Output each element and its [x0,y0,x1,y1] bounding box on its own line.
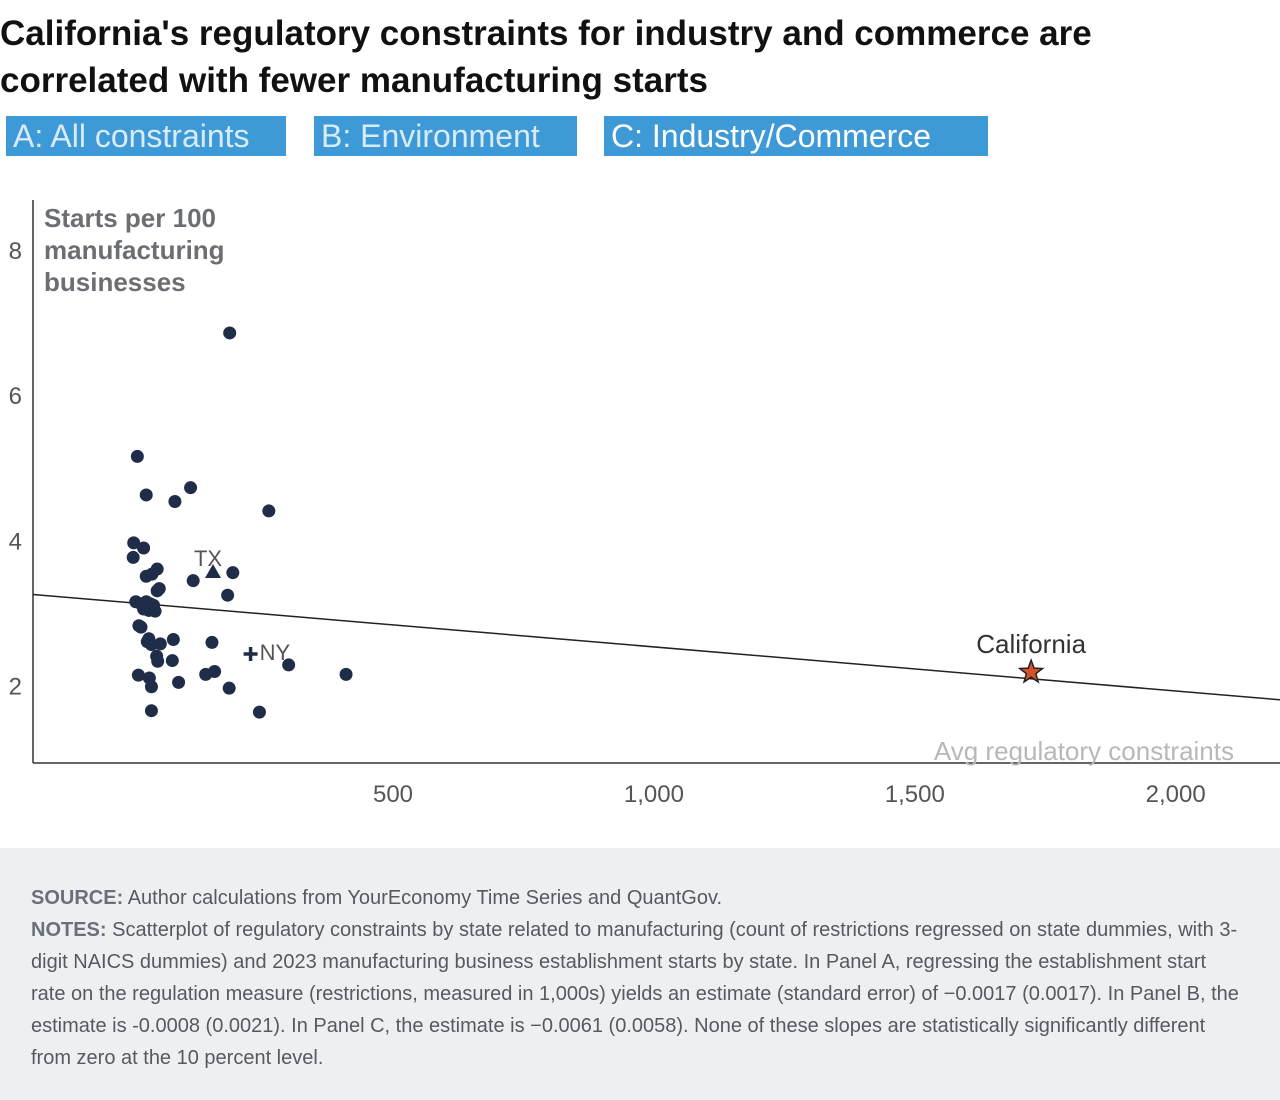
state-point [339,667,353,681]
y-axis-title: Starts per 100 manufacturing businesses [44,203,225,297]
footer: SOURCE: Author calculations from YourEco… [0,848,1280,1100]
y-tick-label: 6 [9,383,22,410]
state-point [144,704,158,718]
state-point [168,494,182,508]
source-line: SOURCE: Author calculations from YourEco… [31,882,1241,914]
x-tick-label: 1,000 [624,781,684,808]
state-point [165,654,179,668]
trendline [32,593,1280,701]
tab-industry-commerce[interactable]: C: Industry/Commerce [604,116,988,156]
chart-title: California's regulatory constraints for … [0,14,1092,100]
x-axis-title: Avg regulatory constraints [934,736,1234,766]
ny-label: NY [260,640,291,665]
state-point [223,326,237,340]
tx-marker [205,563,222,578]
state-point [148,604,162,618]
tx-label: TX [194,546,222,571]
state-point [131,668,145,682]
source-label: SOURCE: [31,887,124,909]
x-tick-label: 1,500 [885,781,945,808]
tab-all-constraints[interactable]: A: All constraints [6,116,286,156]
state-point [130,449,144,463]
state-point [184,481,198,495]
x-tick-label: 500 [373,781,413,808]
state-point [139,488,153,502]
ny-marker [243,647,258,662]
state-point [151,654,165,668]
state-point [226,566,240,580]
state-point [172,675,186,689]
state-point [139,569,153,583]
source-text: Author calculations from YourEconomy Tim… [127,887,723,909]
notes-text: Scatterplot of regulatory constraints by… [31,919,1239,1069]
california-label: California [976,629,1086,659]
state-point [166,633,180,647]
tab-environment[interactable]: B: Environment [314,116,577,156]
state-point [144,680,158,694]
x-tick-label: 2,000 [1146,781,1206,808]
state-point [199,667,213,681]
state-point [222,681,236,695]
notes-paragraph: NOTES: Scatterplot of regulatory constra… [31,914,1241,1074]
state-point [262,504,276,518]
y-tick-label: 4 [9,528,22,555]
state-point [150,584,164,598]
state-point [221,588,235,602]
state-point [205,635,219,649]
state-point [126,550,140,564]
state-point [134,620,148,634]
y-tick-label: 2 [9,674,22,701]
state-point [186,574,200,588]
state-point [153,637,167,651]
state-point [282,658,296,672]
notes-label: NOTES: [31,919,107,941]
california-star-marker [1017,658,1045,684]
y-tick-label: 8 [9,238,22,265]
state-point [137,541,151,555]
state-point [252,705,266,719]
scatter-chart: 2 4 6 8 500 1,000 1,500 2,000 Starts per 100 manu… [9,200,1280,808]
state-point [127,536,141,550]
